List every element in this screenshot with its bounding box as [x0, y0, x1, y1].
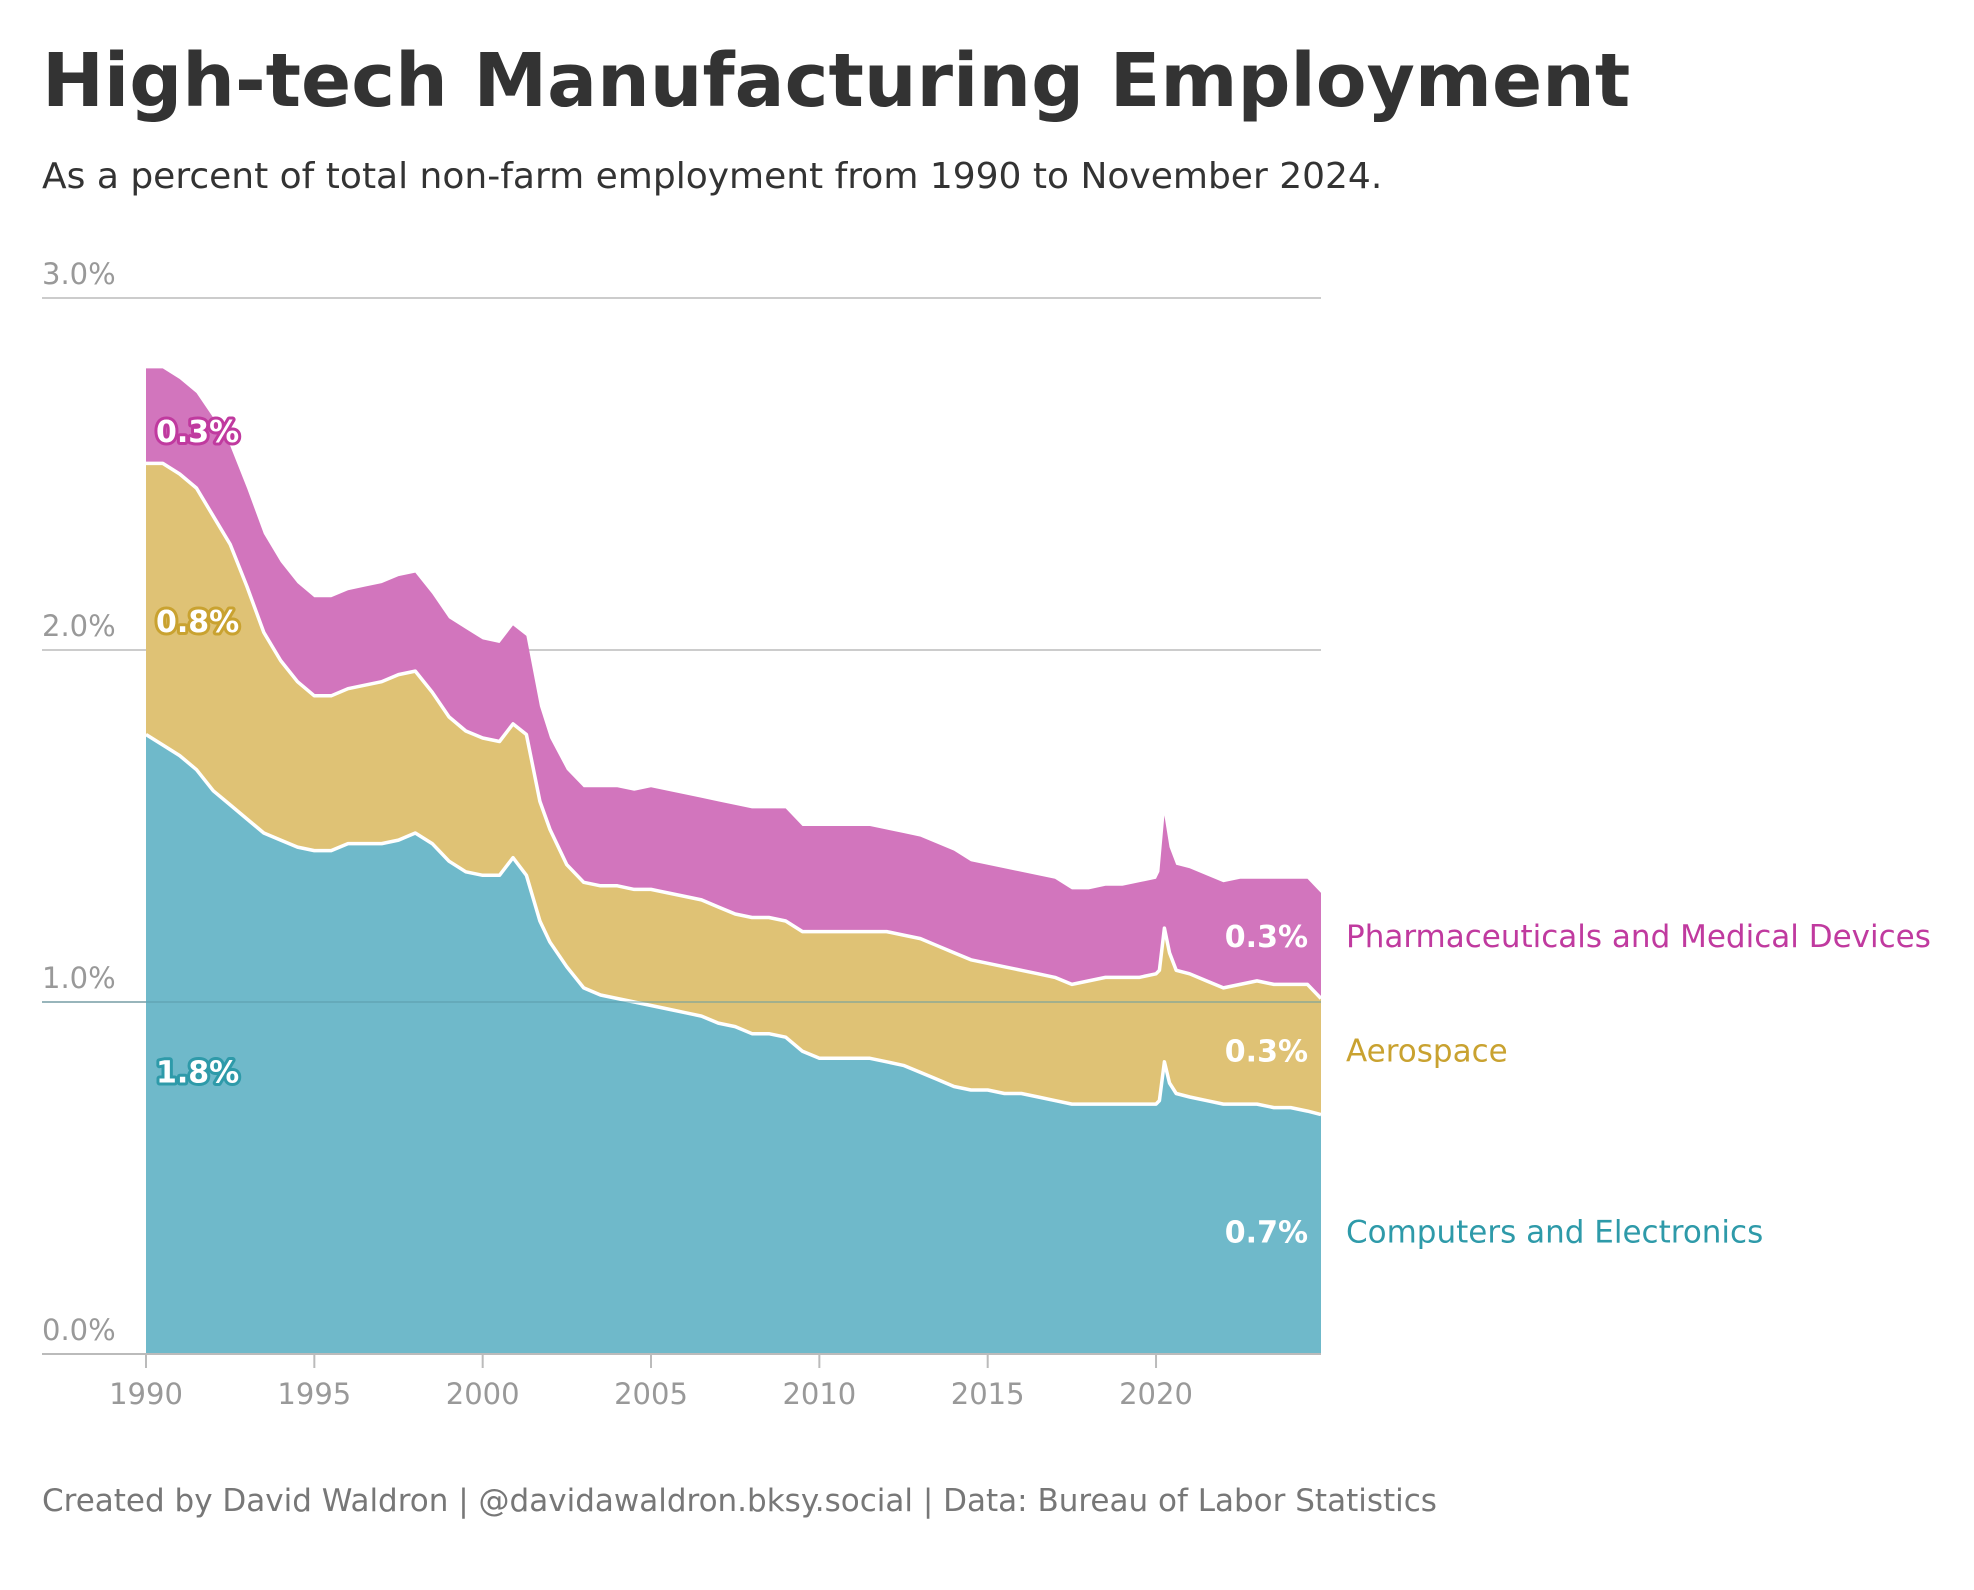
source-credit: Created by David Waldron | @davidawaldro… — [42, 1483, 1437, 1519]
area-pharma-medical — [146, 368, 1321, 999]
y-tick-label: 3.0% — [42, 257, 116, 291]
series-name-label: Pharmaceuticals and Medical Devices — [1346, 919, 1931, 955]
x-tick-label: 2005 — [614, 1377, 688, 1411]
start-value-halo: 1.8% — [156, 1055, 239, 1090]
end-value-label: 0.3% — [1225, 920, 1308, 955]
end-value-label: 0.7% — [1225, 1216, 1308, 1251]
series-labels: 1.8%1.8%0.8%0.8%0.3%0.3%0.7% Computers an… — [153, 412, 1931, 1251]
series-areas — [146, 368, 1321, 1354]
start-value-halo: 0.3% — [156, 415, 239, 450]
y-tick-label: 1.0% — [42, 961, 116, 995]
x-tick-label: 2020 — [1119, 1377, 1193, 1411]
x-tick-label: 2010 — [782, 1377, 856, 1411]
chart-title: High-tech Manufacturing Employment — [42, 38, 1631, 124]
series-boundaries — [42, 461, 1323, 1117]
start-value-label: 0.3% — [156, 415, 239, 450]
y-tick-label: 0.0% — [42, 1313, 116, 1347]
x-tick-label: 2015 — [951, 1377, 1025, 1411]
series-name-label: Computers and Electronics — [1346, 1215, 1763, 1251]
y-tick-label: 2.0% — [42, 609, 116, 643]
x-tick-label: 2000 — [446, 1377, 520, 1411]
area-aerospace — [146, 463, 1321, 1115]
chart-subtitle: As a percent of total non-farm employmen… — [42, 156, 1383, 197]
start-value-label: 0.8% — [156, 605, 239, 640]
series-boundary-line — [145, 733, 1322, 1117]
x-tick-label: 1995 — [277, 1377, 351, 1411]
start-value-label: 1.8% — [156, 1055, 239, 1090]
area-computers-electronics — [146, 734, 1321, 1354]
series-boundary-line — [146, 461, 1323, 1000]
axes: 0.0% 1.0% 2.0% 3.0% 1990 1995 2000 2005 2010 2015… — [42, 257, 1321, 1411]
end-value-label: 0.3% — [1225, 1034, 1308, 1069]
x-tick-label: 1990 — [109, 1377, 183, 1411]
start-value-halo: 0.8% — [156, 605, 239, 640]
series-name-label: Aerospace — [1346, 1033, 1508, 1069]
